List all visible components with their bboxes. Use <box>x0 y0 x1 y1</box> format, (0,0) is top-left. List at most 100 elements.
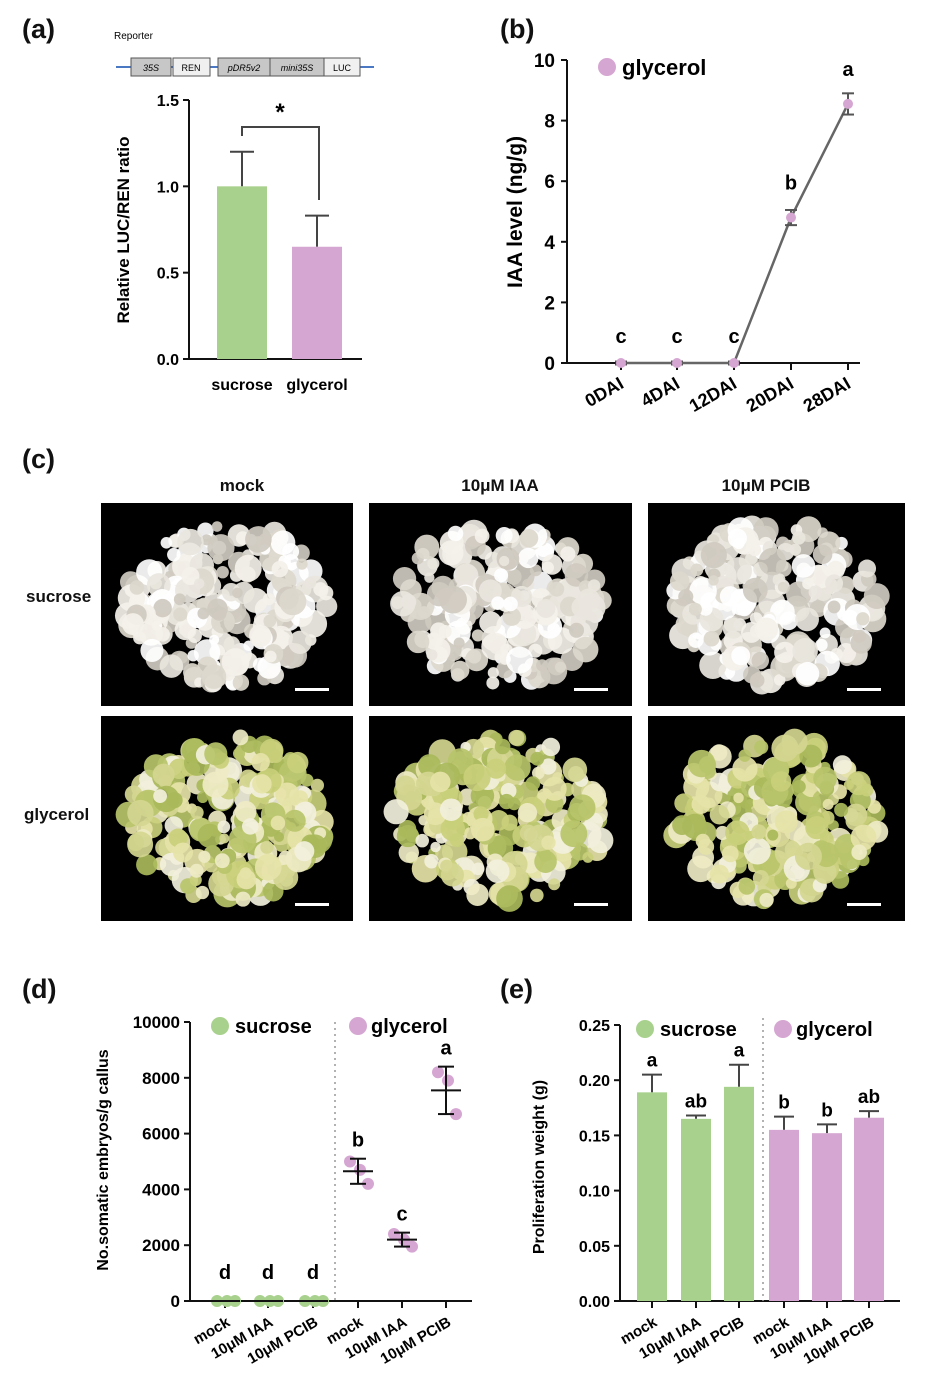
scale-bar <box>574 688 608 691</box>
scale-bar <box>574 903 608 906</box>
letter-d: d <box>219 1262 231 1284</box>
photo-sucrose-iaa <box>369 503 632 706</box>
letter-d: d <box>307 1262 319 1284</box>
reporter-label-35s: 35S <box>143 63 159 73</box>
reporter-box-luc <box>323 57 361 77</box>
point-d <box>362 1177 374 1190</box>
letter-b: a <box>842 59 854 81</box>
letter-d: a <box>440 1038 452 1060</box>
bar-e <box>681 1118 711 1301</box>
significance-bracket <box>241 126 320 200</box>
letter-d: b <box>352 1130 364 1152</box>
y-tick-label-e: 0.20 <box>579 1073 610 1090</box>
point-b-4DAI <box>672 358 682 368</box>
y-tick-label-e: 0.05 <box>579 1239 610 1256</box>
point-d <box>450 1108 462 1121</box>
y-tick-label-b: 6 <box>544 172 555 193</box>
point-d <box>432 1066 444 1079</box>
bar-e <box>812 1133 842 1301</box>
y-tick-label-d: 6000 <box>142 1125 180 1144</box>
point-d <box>354 1163 366 1176</box>
letter-b: b <box>785 173 797 195</box>
legend-label-b: glycerol <box>622 55 706 80</box>
scale-bar <box>295 903 329 906</box>
bar-a-glycerol <box>292 246 342 359</box>
y-tick-label-e: 0.00 <box>579 1294 610 1311</box>
letter-b: c <box>728 326 739 348</box>
point-d <box>344 1155 356 1168</box>
y-axis-label-d: No.somatic embryos/g callus <box>95 1049 112 1271</box>
letter-b: c <box>671 326 682 348</box>
bar-e <box>854 1117 884 1301</box>
reporter-box-35s <box>130 57 172 77</box>
panel-label-c: (c) <box>22 444 55 474</box>
point-d <box>442 1074 454 1087</box>
chart-b: 0 2 4 6 8 10 IAA level (ng/g) c 0DAI c 4DAI c 12DAI b… <box>504 51 860 416</box>
column-label-pcib: 10μM PCIB <box>721 476 811 495</box>
bar-e <box>637 1092 667 1301</box>
x-label-b: 0DAI <box>581 373 627 411</box>
series-line-glycerol <box>621 103 850 365</box>
y-tick-label-b: 0 <box>544 354 555 375</box>
callus-image <box>663 728 889 910</box>
scale-bar <box>295 688 329 691</box>
panel-label-b: (b) <box>500 14 535 44</box>
x-label-a: sucrose <box>211 377 272 394</box>
legend-marker-glycerol-b <box>598 58 616 76</box>
bar-e <box>724 1086 754 1301</box>
legend-marker-sucrose-e <box>636 1020 654 1038</box>
letter-e: ab <box>685 1092 707 1113</box>
photo-sucrose-pcib <box>648 503 905 706</box>
legend-marker-glycerol-e <box>774 1020 792 1038</box>
y-tick-label-a: 0.0 <box>157 352 179 369</box>
photo-glycerol-pcib <box>648 716 905 921</box>
x-label-b: 20DAI <box>743 373 797 416</box>
y-tick-label-d: 4000 <box>142 1180 180 1199</box>
point-b-0DAI <box>616 358 626 368</box>
y-axis-label-b: IAA level (ng/g) <box>504 136 527 288</box>
panel-label-d: (d) <box>22 974 57 1004</box>
y-tick-label-d: 10000 <box>133 1013 180 1032</box>
legend-marker-glycerol-d <box>349 1017 367 1035</box>
letter-e: b <box>821 1100 833 1121</box>
letter-b: c <box>615 326 626 348</box>
letter-e: b <box>778 1093 790 1114</box>
y-tick-label-a: 0.5 <box>157 266 179 283</box>
legend-marker-sucrose-d <box>211 1017 229 1035</box>
column-label-iaa: 10μM IAA <box>461 476 539 495</box>
letter-e: ab <box>858 1087 880 1108</box>
x-label-b: 28DAI <box>800 373 854 416</box>
legend-label-glycerol-d: glycerol <box>371 1016 448 1038</box>
legend-label-sucrose-e: sucrose <box>660 1019 737 1041</box>
reporter-label-luc: LUC <box>333 63 352 73</box>
panel-label-a: (a) <box>22 14 55 44</box>
point-d <box>406 1240 418 1253</box>
callus-image <box>115 729 334 908</box>
y-tick-label-d: 2000 <box>142 1236 180 1255</box>
point-d <box>388 1228 400 1241</box>
legend-label-sucrose-d: sucrose <box>235 1016 312 1038</box>
chart-e: 0.00 0.05 0.10 0.15 0.20 0.25 Proliferation we… <box>531 1018 900 1368</box>
y-axis-label-a: Relative LUC/REN ratio <box>114 136 133 323</box>
y-axis-label-e: Proliferation weight (g) <box>531 1080 548 1254</box>
chart-a: 0.0 0.5 1.0 1.5 Relative LUC/REN ratio sucros… <box>114 93 362 394</box>
photo-glycerol-mock <box>101 716 353 921</box>
y-tick-label-e: 0.15 <box>579 1128 610 1145</box>
reporter-label-ren: REN <box>181 63 200 73</box>
reporter-box-ren <box>172 57 211 77</box>
row-label-sucrose: sucrose <box>26 587 92 606</box>
bar-e <box>769 1129 799 1301</box>
letter-d: d <box>262 1262 274 1284</box>
legend-label-glycerol-e: glycerol <box>796 1019 873 1041</box>
scale-bar <box>847 688 881 691</box>
bar-a-sucrose <box>217 186 267 359</box>
y-tick-label-b: 4 <box>544 233 555 254</box>
callus-image <box>390 519 612 690</box>
callus-image <box>114 521 338 693</box>
row-label-glycerol: glycerol <box>24 805 90 824</box>
letter-d: c <box>396 1204 407 1226</box>
photo-glycerol-iaa <box>369 716 632 921</box>
callus-image <box>666 515 890 695</box>
y-tick-label-e: 0.10 <box>579 1184 610 1201</box>
